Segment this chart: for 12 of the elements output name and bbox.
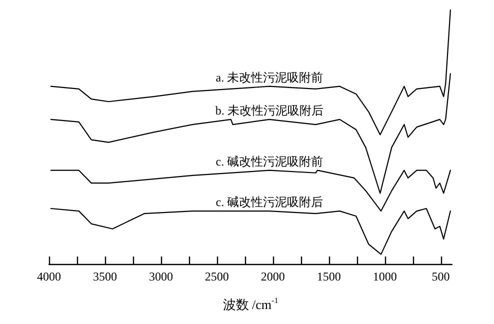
series-label: a. 未改性污泥吸附前 [216,70,324,84]
series-label: c. 碱改性污泥吸附后 [216,195,324,210]
x-tick-label: 1500 [316,270,341,284]
series-label: c. 碱改性污泥吸附前 [216,154,324,168]
x-tick-label: 2000 [260,270,285,284]
series-label: b. 未改性污泥吸附后 [215,103,324,118]
x-tick-label: 3000 [148,270,173,284]
x-tick-label: 3500 [92,270,117,284]
x-tick-label: 4000 [37,270,61,284]
x-tick-label: 2500 [204,270,229,284]
x-tick-label: 1000 [372,270,397,284]
x-tick-label: 500 [432,270,450,284]
